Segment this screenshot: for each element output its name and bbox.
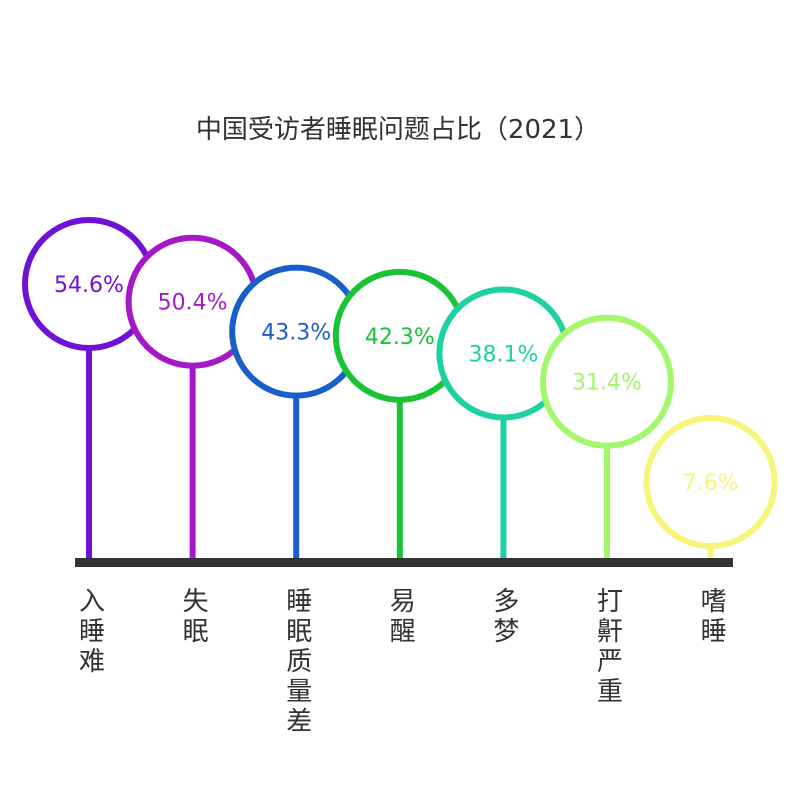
value-label: 31.4%	[572, 371, 642, 396]
value-label: 42.3%	[365, 325, 435, 350]
data-point: 54.6%	[22, 217, 156, 351]
value-label: 54.6%	[54, 273, 124, 298]
category-label: 多梦	[493, 587, 519, 647]
baseline-axis	[75, 558, 733, 567]
value-label: 43.3%	[261, 321, 331, 346]
chart-title: 中国受访者睡眠问题占比（2021）	[196, 115, 600, 145]
value-label: 50.4%	[158, 291, 228, 316]
category-label: 嗜睡	[701, 587, 727, 647]
value-bubble	[643, 415, 778, 549]
category-label: 打鼾严重	[597, 587, 623, 707]
data-point: 43.3%	[229, 264, 364, 399]
bubbles-layer: 54.6% 50.4% 43.3% 42.3% 38.1% 31.4% 7.6%	[22, 217, 778, 549]
data-point: 31.4%	[540, 314, 674, 449]
value-bubble	[540, 314, 674, 449]
value-label: 7.6%	[683, 471, 739, 496]
category-label: 入睡难	[79, 587, 105, 677]
data-point: 7.6%	[643, 415, 778, 549]
category-labels: 入睡难 失眠 睡眠质量差 易醒 多梦 打鼾严重 嗜睡	[79, 587, 727, 737]
data-point: 42.3%	[332, 268, 467, 403]
category-label: 睡眠质量差	[286, 587, 312, 737]
data-point: 50.4%	[125, 234, 260, 369]
category-label: 易醒	[390, 587, 416, 647]
category-label: 失眠	[183, 587, 209, 647]
stems-layer	[86, 348, 714, 562]
value-label: 38.1%	[468, 343, 538, 368]
